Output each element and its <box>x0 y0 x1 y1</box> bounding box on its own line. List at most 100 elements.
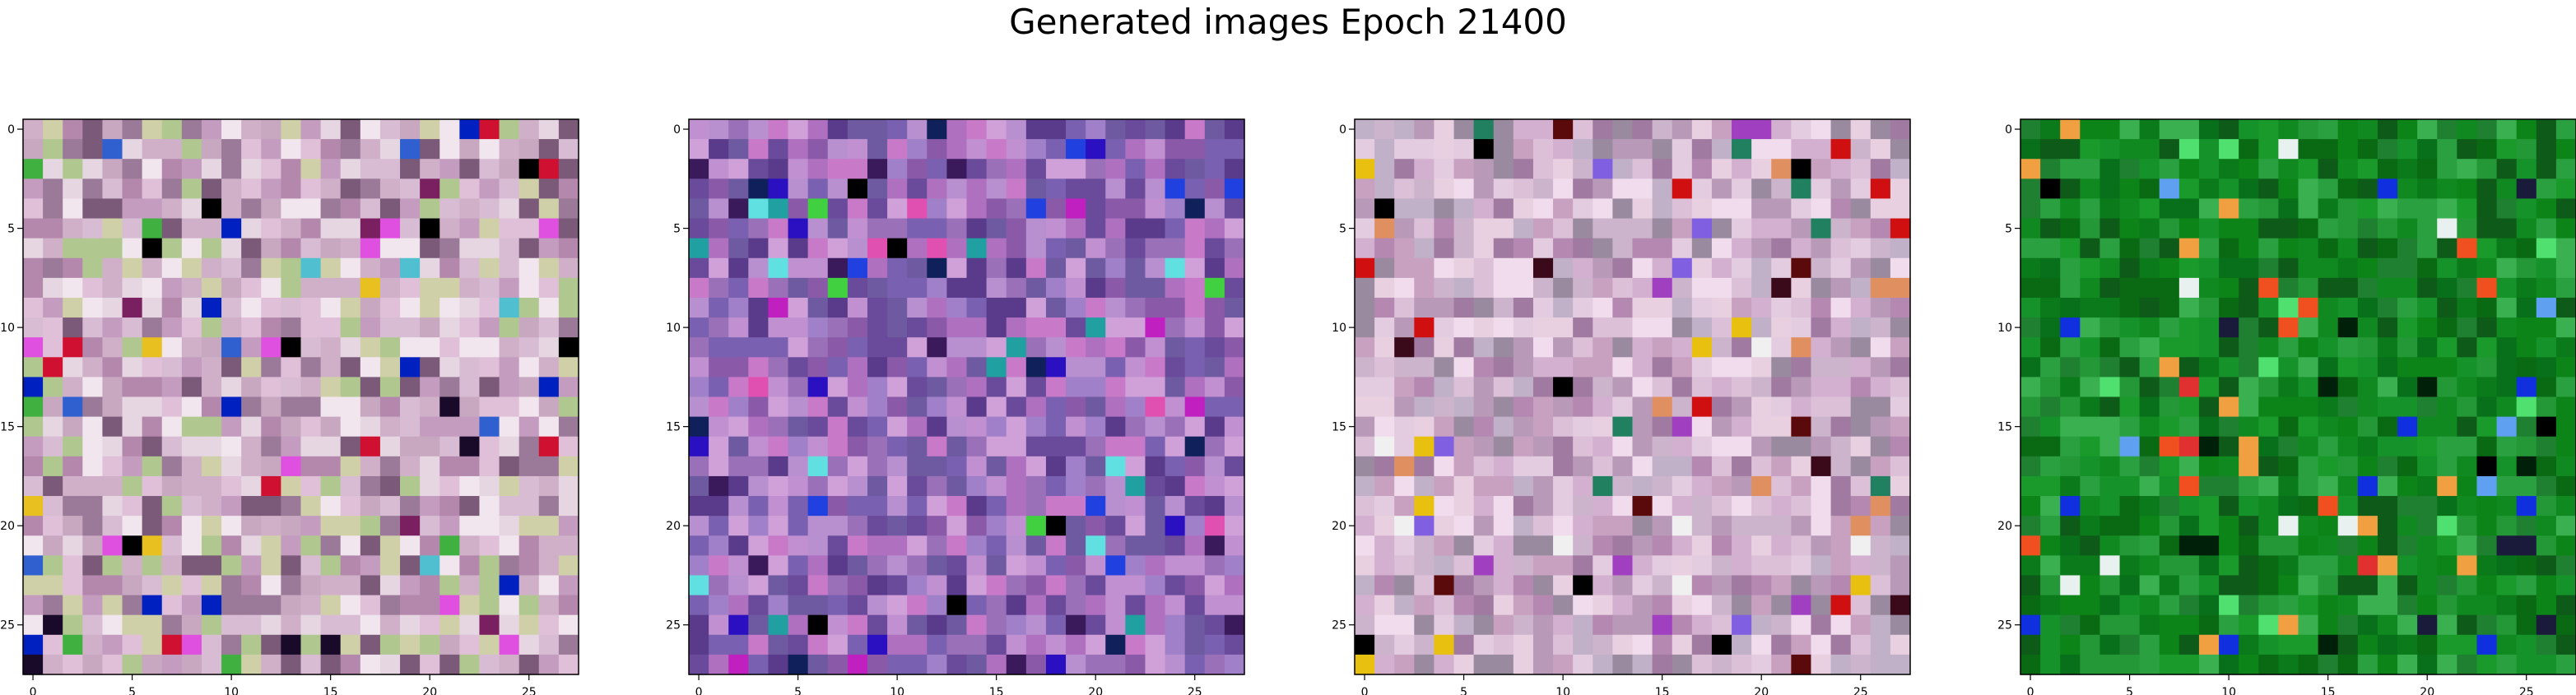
pixel-cell <box>300 555 322 577</box>
pixel-cell <box>1125 119 1146 140</box>
pixel-cell <box>2496 238 2518 259</box>
pixel-cell <box>420 595 440 616</box>
pixel-cell <box>2536 218 2557 239</box>
pixel-cell <box>82 119 104 140</box>
pixel-cell <box>2219 436 2239 457</box>
pixel-cell <box>221 377 242 398</box>
pixel-cell <box>807 139 829 160</box>
pixel-cell <box>201 496 222 517</box>
pixel-cell <box>479 416 500 438</box>
pixel-cell <box>82 159 104 179</box>
pixel-cell <box>479 377 500 398</box>
pixel-cell <box>2476 198 2498 220</box>
pixel-cell <box>1224 119 1245 140</box>
pixel-cell <box>2099 436 2121 457</box>
pixel-cell <box>2060 277 2081 299</box>
pixel-cell <box>379 535 401 556</box>
pixel-cell <box>2258 257 2279 279</box>
pixel-cell <box>2139 516 2160 536</box>
pixel-cell <box>2239 159 2259 179</box>
pixel-cell <box>420 516 440 536</box>
pixel-cell <box>2536 277 2557 299</box>
pixel-cell <box>2159 516 2180 536</box>
pixel-cell <box>499 416 520 438</box>
pixel-cell <box>2457 119 2478 140</box>
pixel-cell <box>360 436 381 457</box>
x-tick-label: 10 <box>224 686 239 695</box>
pixel-cell <box>499 357 520 378</box>
pixel-cell <box>400 496 421 517</box>
pixel-cell <box>2040 456 2061 477</box>
pixel-cell <box>499 139 520 160</box>
pixel-cell <box>2159 238 2180 259</box>
pixel-cell <box>2239 456 2259 477</box>
pixel-cell <box>420 218 440 239</box>
pixel-cell <box>2476 436 2498 457</box>
pixel-cell <box>499 238 520 259</box>
pixel-cell <box>2099 357 2121 378</box>
pixel-cell <box>2516 456 2537 477</box>
pixel-cell <box>788 178 809 200</box>
pixel-cell <box>340 198 361 220</box>
pixel-cell <box>181 317 202 338</box>
pixel-cell <box>102 516 123 536</box>
pixel-cell <box>2178 496 2200 517</box>
pixel-cell <box>43 357 63 378</box>
pixel-cell <box>439 654 460 675</box>
pixel-cell <box>2278 357 2299 378</box>
pixel-cell <box>2377 555 2398 577</box>
pixel-cell <box>2318 337 2339 358</box>
pixel-cell <box>181 456 202 477</box>
pixel-cell <box>201 277 222 299</box>
pixel-cell <box>261 238 281 259</box>
pixel-cell <box>2239 614 2259 636</box>
pixel-cell <box>122 496 143 517</box>
pixel-cell <box>63 357 83 378</box>
pixel-cell <box>2080 535 2101 556</box>
pixel-cell <box>2020 119 2041 140</box>
pixel-cell <box>400 198 421 220</box>
pixel-cell <box>2516 238 2537 259</box>
pixel-cell <box>201 456 222 477</box>
pixel-cell <box>420 634 440 656</box>
pixel-cell <box>2159 159 2180 179</box>
pixel-cell <box>63 139 83 160</box>
pixel-cell <box>82 257 104 279</box>
pixel-cell <box>927 139 947 160</box>
pixel-cell <box>479 634 500 656</box>
pixel-cell <box>2417 654 2438 675</box>
pixel-cell <box>2516 257 2537 279</box>
pixel-cell <box>63 119 83 140</box>
pixel-cell <box>2457 159 2478 179</box>
pixel-cell <box>2417 337 2438 358</box>
pixel-cell <box>2060 654 2081 675</box>
pixel-cell <box>2457 317 2478 338</box>
pixel-cell <box>2198 218 2220 239</box>
pixel-cell <box>2377 436 2398 457</box>
pixel-cell <box>122 634 143 656</box>
pixel-cell <box>379 634 401 656</box>
pixel-cell <box>558 257 579 279</box>
pixel-cell <box>2278 535 2299 556</box>
pixel-cell <box>320 595 342 616</box>
pixel-cell <box>2278 436 2299 457</box>
pixel-cell <box>2476 475 2498 497</box>
pixel-cell <box>2437 396 2457 418</box>
pixel-cell <box>439 535 460 556</box>
pixel-cell <box>459 297 481 318</box>
y-tick-label: 15 <box>0 421 15 434</box>
pixel-cell <box>2357 377 2378 398</box>
pixel-cell <box>300 595 322 616</box>
pixel-cell <box>2119 277 2141 299</box>
pixel-cell <box>300 396 322 418</box>
pixel-cell <box>122 238 143 259</box>
pixel-cell <box>2377 516 2398 536</box>
pixel-cell <box>2040 317 2061 338</box>
pixel-cell <box>281 555 302 577</box>
pixel-cell <box>2377 159 2398 179</box>
pixel-cell <box>2516 337 2537 358</box>
pixel-cell <box>2377 377 2398 398</box>
pixel-cell <box>518 634 540 656</box>
